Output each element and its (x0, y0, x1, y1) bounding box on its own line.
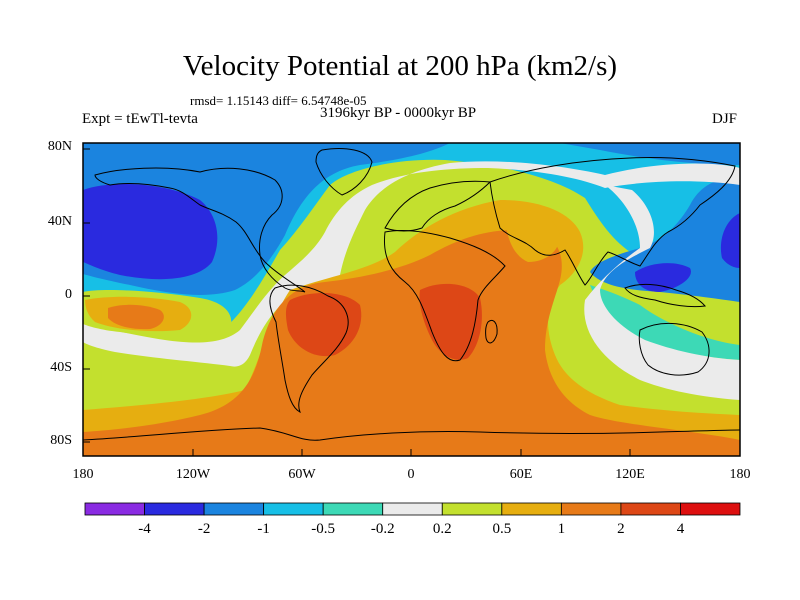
colorbar-box (382, 502, 443, 516)
contour-mid-pos-main (83, 230, 740, 456)
contour-mid-pos-pacific (108, 304, 164, 330)
coast-greenland (315, 148, 373, 196)
colorbar-label: -1 (257, 521, 270, 537)
lon-label-60e: 60E (509, 467, 533, 482)
lon-label-180w: 180 (72, 467, 94, 482)
coast-asia (489, 156, 736, 286)
colorbar-box (501, 502, 562, 516)
coast-europe (384, 180, 492, 232)
contour-weak-neg-east (590, 285, 740, 360)
lon-label-120e: 120E (615, 467, 645, 482)
colorbar (84, 502, 741, 516)
lat-label-0: 0 (65, 287, 72, 302)
colorbar-label: 0.2 (432, 521, 452, 537)
colorbar-label: 1 (557, 521, 566, 537)
contour-field (83, 143, 740, 456)
lon-label-0: 0 (407, 467, 415, 482)
lat-label-80s: 80S (50, 433, 72, 448)
lat-label-40s: 40S (50, 360, 72, 375)
colorbar-box (680, 502, 741, 516)
colorbar-label: -0.5 (311, 521, 336, 537)
coast-south-america (269, 284, 349, 414)
coast-north-america (94, 167, 306, 293)
coast-africa (383, 229, 506, 362)
colorbar-box (441, 502, 503, 516)
colorbar-label: -2 (197, 521, 211, 537)
chart-title: Velocity Potential at 200 hPa (km2/s) (182, 50, 618, 82)
lat-label-40n: 40N (47, 214, 72, 229)
contour-strong-pos-africa (419, 283, 482, 360)
colorbar-box (144, 502, 205, 516)
experiment-label: Expt = tEwTl-tevta (82, 111, 198, 127)
coast-antarctica (83, 427, 740, 441)
lon-label-120w: 120W (175, 467, 211, 482)
axis-ticks (83, 148, 631, 456)
colorbar-box (560, 502, 622, 516)
colorbar-box (322, 502, 384, 516)
contour-neg-east (590, 178, 740, 302)
colorbar-label: 0.5 (492, 521, 512, 537)
lon-label-60w: 60W (288, 467, 316, 482)
contour-strong-neg-east-edge (720, 213, 740, 268)
season-label: DJF (712, 111, 738, 127)
lon-label-180e: 180 (729, 467, 751, 482)
colorbar-box (203, 502, 265, 516)
colorbar-box (84, 502, 145, 516)
coast-maritime-continent (624, 283, 706, 308)
colorbar-label: -0.2 (370, 521, 395, 537)
colorbar-label: 2 (617, 521, 625, 537)
contour-neutral-s-band (83, 161, 740, 367)
stats-line: rmsd= 1.15143 diff= 6.54748e-05 (190, 93, 367, 108)
period-label: 3196kyr BP - 0000kyr BP (320, 105, 477, 121)
colorbar-label: 4 (676, 521, 685, 537)
coast-madagascar (485, 320, 498, 344)
coast-australia (638, 322, 710, 376)
contour-strong-neg-pacific (83, 184, 218, 280)
lat-label-80n: 80N (47, 139, 72, 154)
colorbar-box (263, 502, 324, 516)
colorbar-box (620, 502, 681, 516)
coastlines (83, 148, 740, 441)
colorbar-label: -4 (138, 521, 151, 537)
contour-neutral-east-arm (584, 185, 740, 400)
contour-pos-arabia (505, 209, 560, 262)
